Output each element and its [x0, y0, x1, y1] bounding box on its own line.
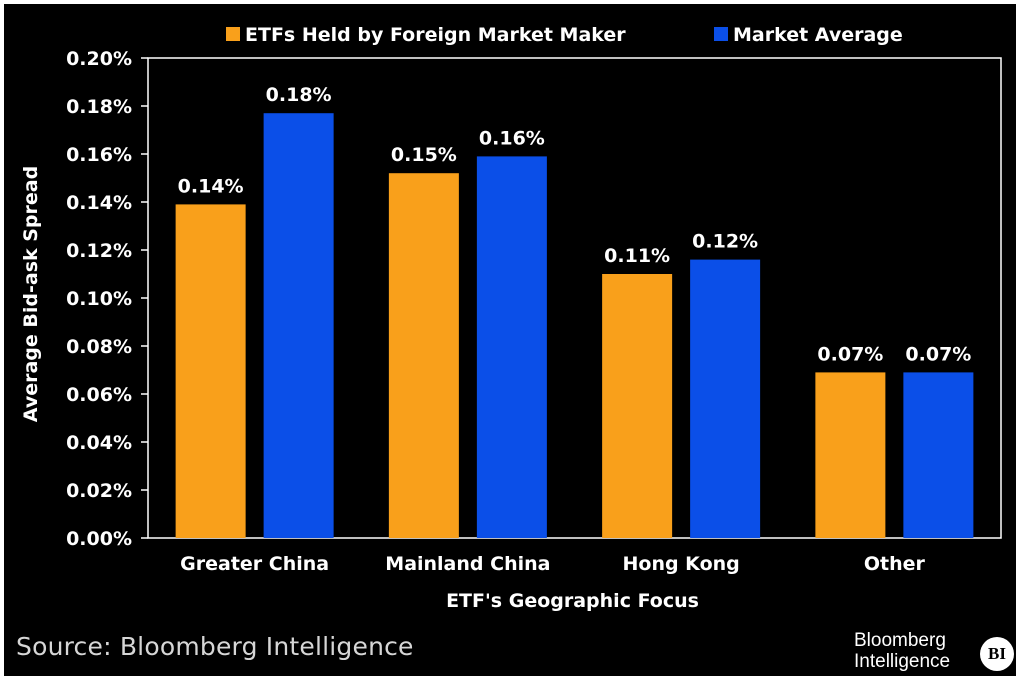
bar-market-average: [690, 259, 761, 538]
x-category-label: Hong Kong: [622, 553, 739, 575]
bar-foreign-market-maker: [175, 204, 246, 538]
x-axis-title: ETF's Geographic Focus: [446, 590, 699, 612]
bar-foreign-market-maker: [815, 372, 886, 538]
data-label: 0.11%: [604, 245, 670, 267]
y-axis-title: Average Bid-ask Spread: [20, 166, 42, 422]
legend-swatch-foreign-market-maker: [226, 27, 240, 41]
x-category-label: Mainland China: [385, 553, 550, 575]
source-note: Source: Bloomberg Intelligence: [16, 632, 414, 661]
data-label: 0.15%: [391, 144, 457, 166]
y-tick-label: 0.12%: [66, 240, 132, 262]
data-label: 0.07%: [905, 343, 971, 365]
y-tick-label: 0.04%: [66, 432, 132, 454]
bar-foreign-market-maker: [602, 274, 673, 538]
y-tick-label: 0.00%: [66, 528, 132, 550]
brand-line-1: Bloomberg: [854, 630, 946, 651]
brand-wordmark: Bloomberg Intelligence: [854, 630, 950, 672]
y-tick-label: 0.20%: [66, 48, 132, 70]
bar-foreign-market-maker: [388, 173, 459, 538]
y-tick-label: 0.02%: [66, 480, 132, 502]
y-tick-label: 0.16%: [66, 144, 132, 166]
y-tick-label: 0.08%: [66, 336, 132, 358]
data-label: 0.14%: [178, 175, 244, 197]
y-tick-label: 0.18%: [66, 96, 132, 118]
legend-label: ETFs Held by Foreign Market Maker: [245, 24, 626, 46]
bar-market-average: [263, 113, 334, 538]
y-tick-label: 0.06%: [66, 384, 132, 406]
y-tick-label: 0.14%: [66, 192, 132, 214]
data-label: 0.07%: [817, 343, 883, 365]
bi-badge-icon: BI: [980, 637, 1014, 671]
data-label: 0.12%: [692, 231, 758, 253]
bar-chart: 0.00% 0.02% 0.04% 0.06% 0.08% 0.10% 0.12% 0.14%…: [20, 24, 1002, 612]
bar-market-average: [903, 372, 974, 538]
bar-market-average: [476, 156, 547, 538]
legend-swatch-market-average: [714, 27, 728, 41]
bloomberg-intelligence-logo: Bloomberg Intelligence BI: [854, 628, 1014, 678]
data-label: 0.18%: [266, 84, 332, 106]
x-category-label: Greater China: [180, 553, 329, 575]
y-tick-label: 0.10%: [66, 288, 132, 310]
chart-frame: 0.00% 0.02% 0.04% 0.06% 0.08% 0.10% 0.12% 0.14%…: [4, 4, 1016, 676]
legend-label: Market Average: [733, 24, 903, 46]
data-label: 0.16%: [479, 127, 545, 149]
brand-line-2: Intelligence: [854, 651, 951, 672]
x-category-label: Other: [864, 553, 926, 575]
